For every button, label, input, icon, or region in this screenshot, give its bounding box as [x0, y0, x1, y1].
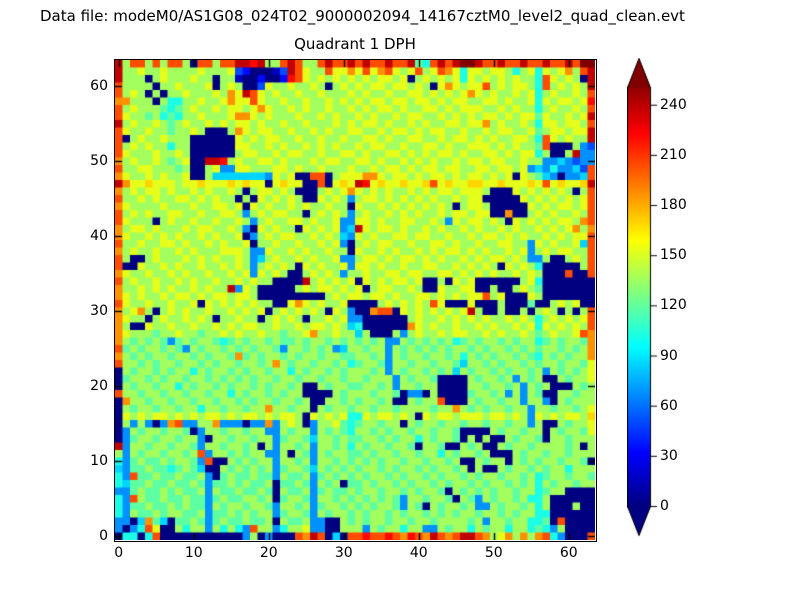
- y-tick-label: 60: [90, 78, 108, 95]
- x-tick-label: 60: [559, 545, 578, 561]
- plot-frame: [114, 59, 597, 542]
- colorbar-tick-label: 90: [660, 347, 678, 364]
- colorbar-tick-label: 240: [660, 96, 687, 113]
- y-tick-label: 40: [90, 228, 108, 245]
- colorbar-tick-label: 120: [660, 297, 687, 314]
- colorbar-tick-label: 180: [660, 197, 687, 214]
- colorbar-tick-label: 30: [660, 447, 678, 464]
- colorbar-tick-label: 210: [660, 146, 687, 163]
- data-file-label: Data file: modeM0/AS1G08_024T02_90000020…: [40, 7, 685, 25]
- colorbar-tick-label: 60: [660, 397, 678, 414]
- y-tick-label: 30: [90, 303, 108, 320]
- x-tick-label: 30: [334, 545, 353, 561]
- y-tick-label: 0: [99, 528, 108, 545]
- chart-title: Quadrant 1 DPH: [294, 35, 416, 53]
- colorbar-tick-label: 150: [660, 247, 687, 264]
- y-tick-label: 10: [90, 453, 108, 470]
- x-tick-label: 10: [184, 545, 203, 561]
- x-tick-label: 0: [114, 545, 124, 561]
- x-tick-label: 50: [484, 545, 503, 561]
- x-tick-label: 20: [259, 545, 278, 561]
- x-tick-label: 40: [409, 545, 428, 561]
- colorbar-tick-label: 0: [660, 498, 669, 514]
- colorbar: [627, 58, 661, 538]
- heatmap-canvas: [115, 60, 595, 540]
- y-tick-label: 20: [90, 378, 108, 395]
- y-tick-label: 50: [90, 153, 108, 170]
